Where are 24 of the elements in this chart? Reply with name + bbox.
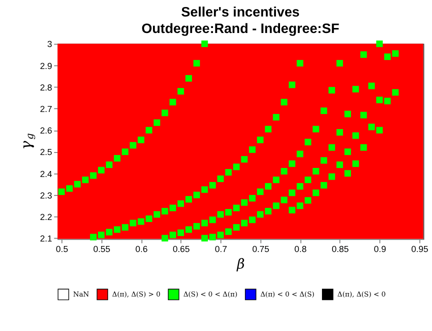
x-tick-label: 0.7 [214, 244, 228, 254]
x-tick-label: 0.85 [332, 244, 349, 254]
x-tick-label: 0.55 [93, 244, 110, 254]
y-tick-label: 2.6 [40, 126, 52, 136]
y-tick-label: 2.2 [40, 212, 52, 222]
x-tick-label: 0.5 [56, 244, 68, 254]
y-tick-label: 2.1 [40, 234, 52, 244]
x-tick-label: 0.6 [135, 244, 148, 254]
x-tick-label: 0.9 [374, 244, 386, 254]
y-tick-label: 2.7 [40, 104, 52, 114]
y-tick-label: 2.5 [40, 147, 52, 158]
x-tick-label: 0.65 [172, 244, 190, 254]
y-tick-label: 2.4 [40, 168, 52, 179]
y-axis-title: γg [18, 133, 36, 150]
y-tick-label: 2.8 [40, 82, 52, 92]
x-tick-label: 0.8 [294, 244, 307, 254]
x-axis-title: β [236, 256, 245, 273]
y-tick-label: 2.3 [40, 190, 52, 200]
x-tick-label: 0.75 [252, 244, 270, 254]
y-tick-label: 3 [47, 39, 52, 50]
chart-subtitle: Outdegree:Rand - Indegree:SF [141, 21, 340, 36]
chart-title: Seller's incentives [181, 4, 300, 20]
y-tick-label: 2.9 [40, 60, 52, 71]
x-tick-label: 0.95 [411, 244, 428, 254]
